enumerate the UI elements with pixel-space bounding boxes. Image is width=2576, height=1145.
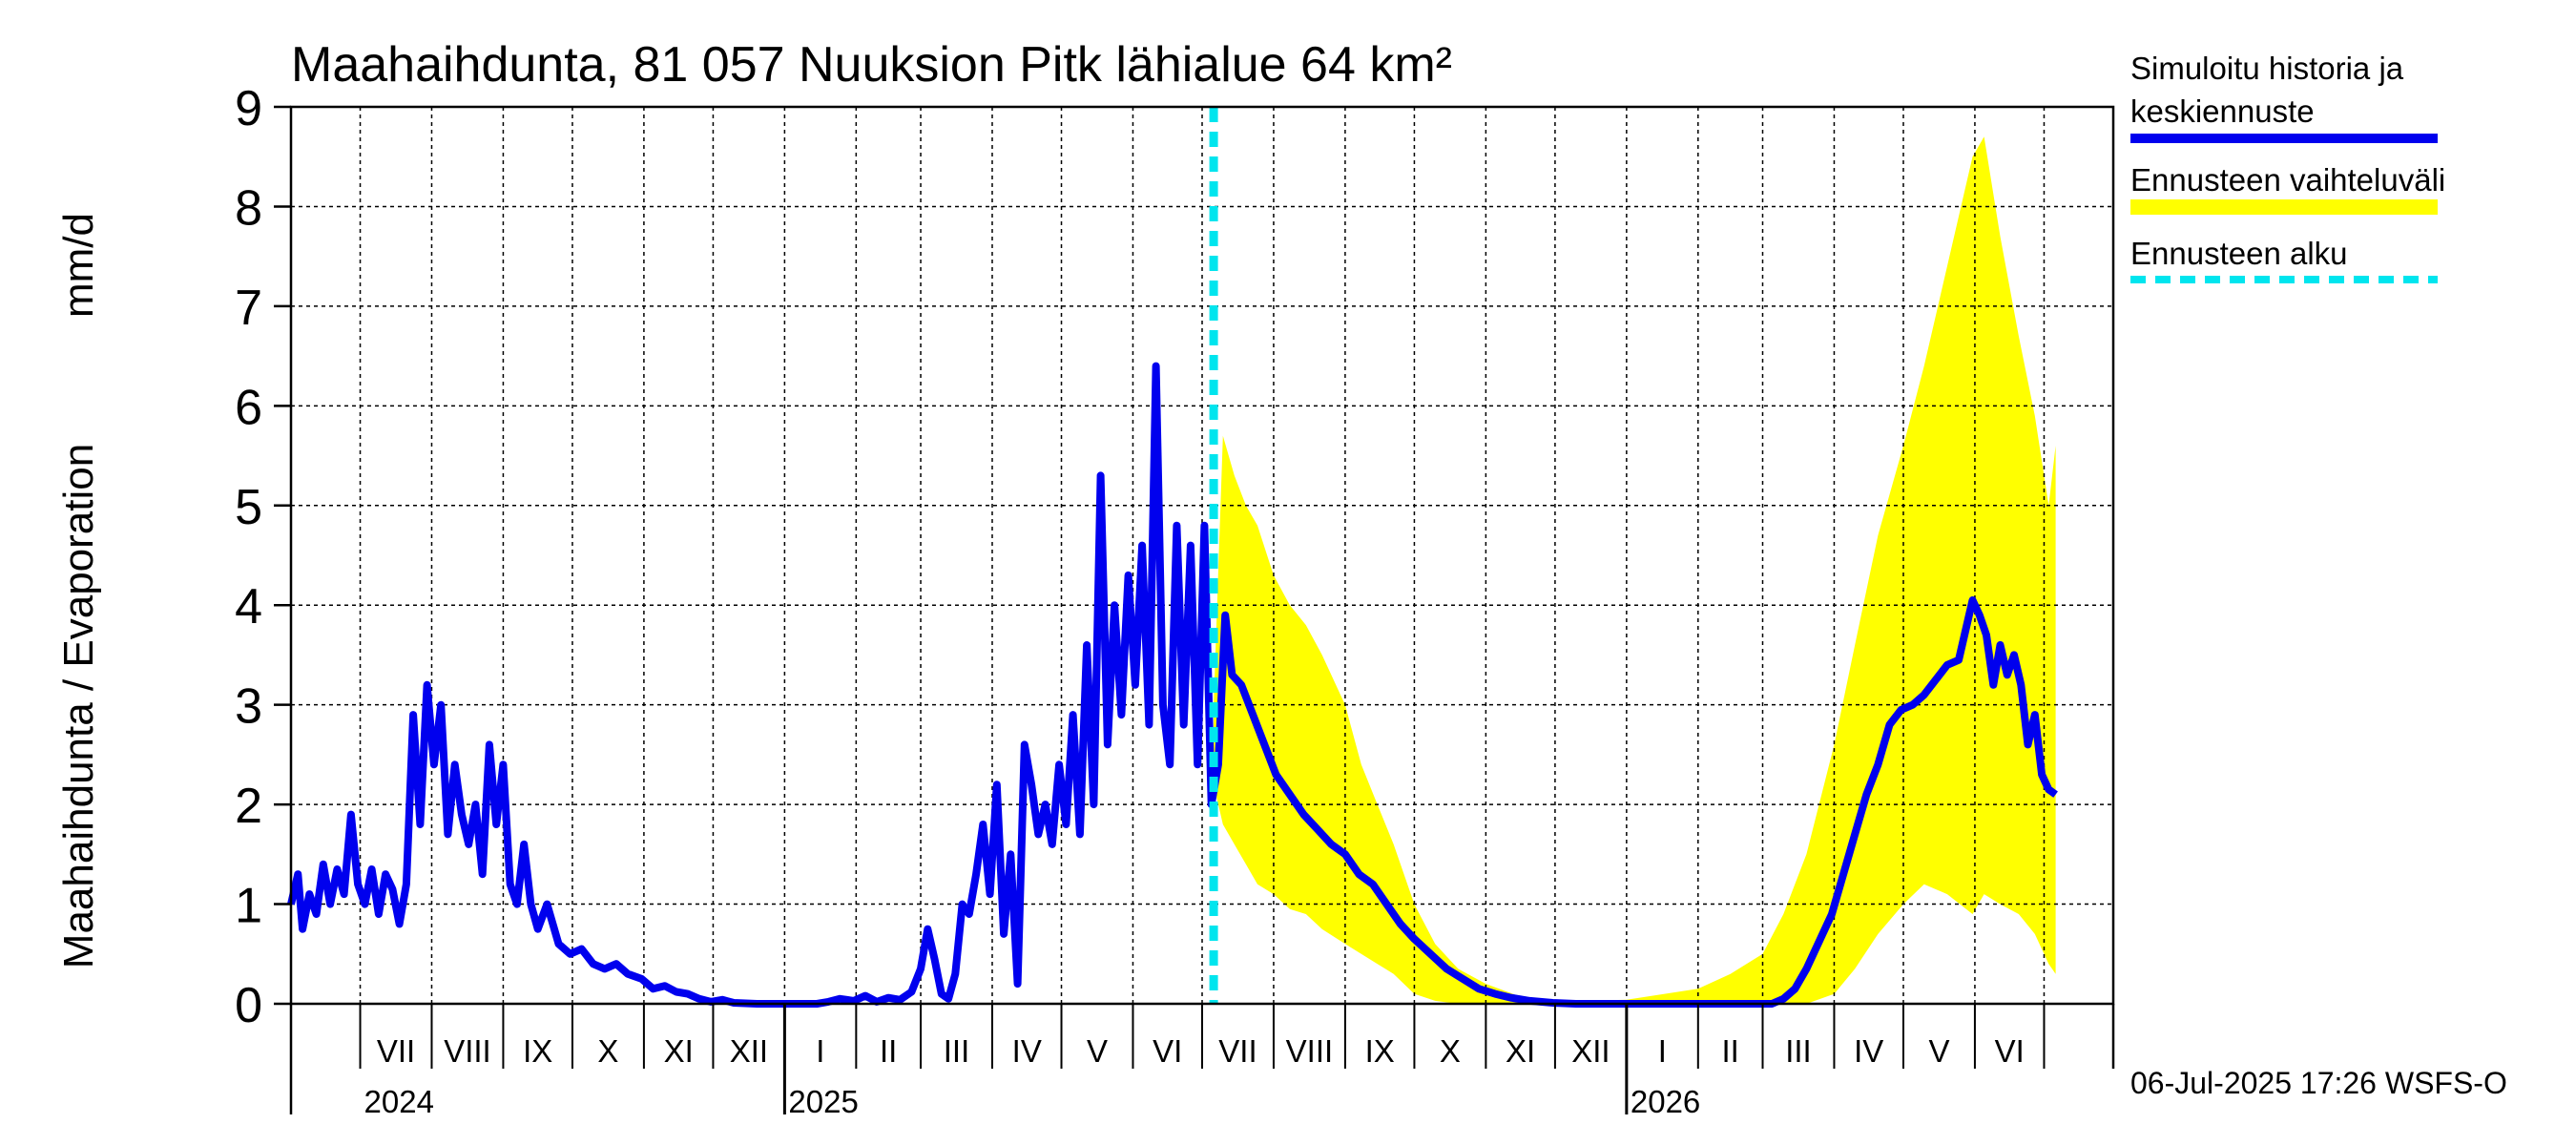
y-tick-label: 9 [235, 81, 262, 136]
y-tick-label: 4 [235, 579, 262, 635]
month-label: VIII [444, 1033, 491, 1069]
month-label: VII [1218, 1033, 1257, 1069]
month-label: XI [664, 1033, 694, 1069]
month-label: XII [1571, 1033, 1610, 1069]
plot-frame [289, 105, 2115, 1006]
year-label: 2024 [364, 1084, 434, 1119]
month-label: VI [1153, 1033, 1182, 1069]
month-label: II [880, 1033, 897, 1069]
y-tick-label: 0 [235, 978, 262, 1033]
year-label: 2026 [1631, 1084, 1700, 1119]
y-tick-label: 5 [235, 480, 262, 535]
month-label: I [816, 1033, 824, 1069]
history-line-layer [287, 107, 2058, 1008]
month-label: IV [1012, 1033, 1042, 1069]
year-label: 2025 [788, 1084, 858, 1119]
y-tick-label: 1 [235, 879, 262, 934]
legend-history-label-line2: keskiennuste [2130, 94, 2315, 129]
month-label: IX [523, 1033, 552, 1069]
legend-band-label: Ennusteen vaihteluväli [2130, 162, 2445, 198]
month-label: I [1658, 1033, 1667, 1069]
y-tick-label: 3 [235, 679, 262, 735]
history-series-line [287, 362, 2058, 1008]
forecast-band [1214, 136, 2056, 1005]
chart-title: Maahaihdunta, 81 057 Nuuksion Pitk lähia… [291, 37, 1452, 93]
month-label: XI [1506, 1033, 1535, 1069]
month-label: IV [1854, 1033, 1883, 1069]
legend: Simuloitu historia ja keskiennuste Ennus… [2130, 51, 2445, 283]
y-tick-label: 6 [235, 380, 262, 435]
month-label: VII [377, 1033, 415, 1069]
month-label: III [1785, 1033, 1812, 1069]
month-label: V [1087, 1033, 1108, 1069]
y-tick-label: 2 [235, 779, 262, 834]
month-label: IX [1365, 1033, 1395, 1069]
month-label: XII [730, 1033, 768, 1069]
month-label: VIII [1286, 1033, 1334, 1069]
y-tick-label: 8 [235, 180, 262, 236]
legend-forecast-start-label: Ennusteen alku [2130, 236, 2348, 271]
month-label: V [1928, 1033, 1949, 1069]
month-label: X [1440, 1033, 1461, 1069]
y-tick-label: 7 [235, 281, 262, 336]
forecast-band-layer [1214, 136, 2056, 1005]
y-axis-unit: mm/d [55, 213, 102, 318]
legend-history-label-line1: Simuloitu historia ja [2130, 51, 2404, 86]
month-label: III [944, 1033, 970, 1069]
footer-timestamp: 06-Jul-2025 17:26 WSFS-O [2130, 1066, 2507, 1100]
month-label: X [597, 1033, 618, 1069]
month-label: VI [1995, 1033, 2025, 1069]
y-axis-label: Maahaihdunta / Evaporation [55, 444, 102, 968]
month-label: II [1721, 1033, 1738, 1069]
